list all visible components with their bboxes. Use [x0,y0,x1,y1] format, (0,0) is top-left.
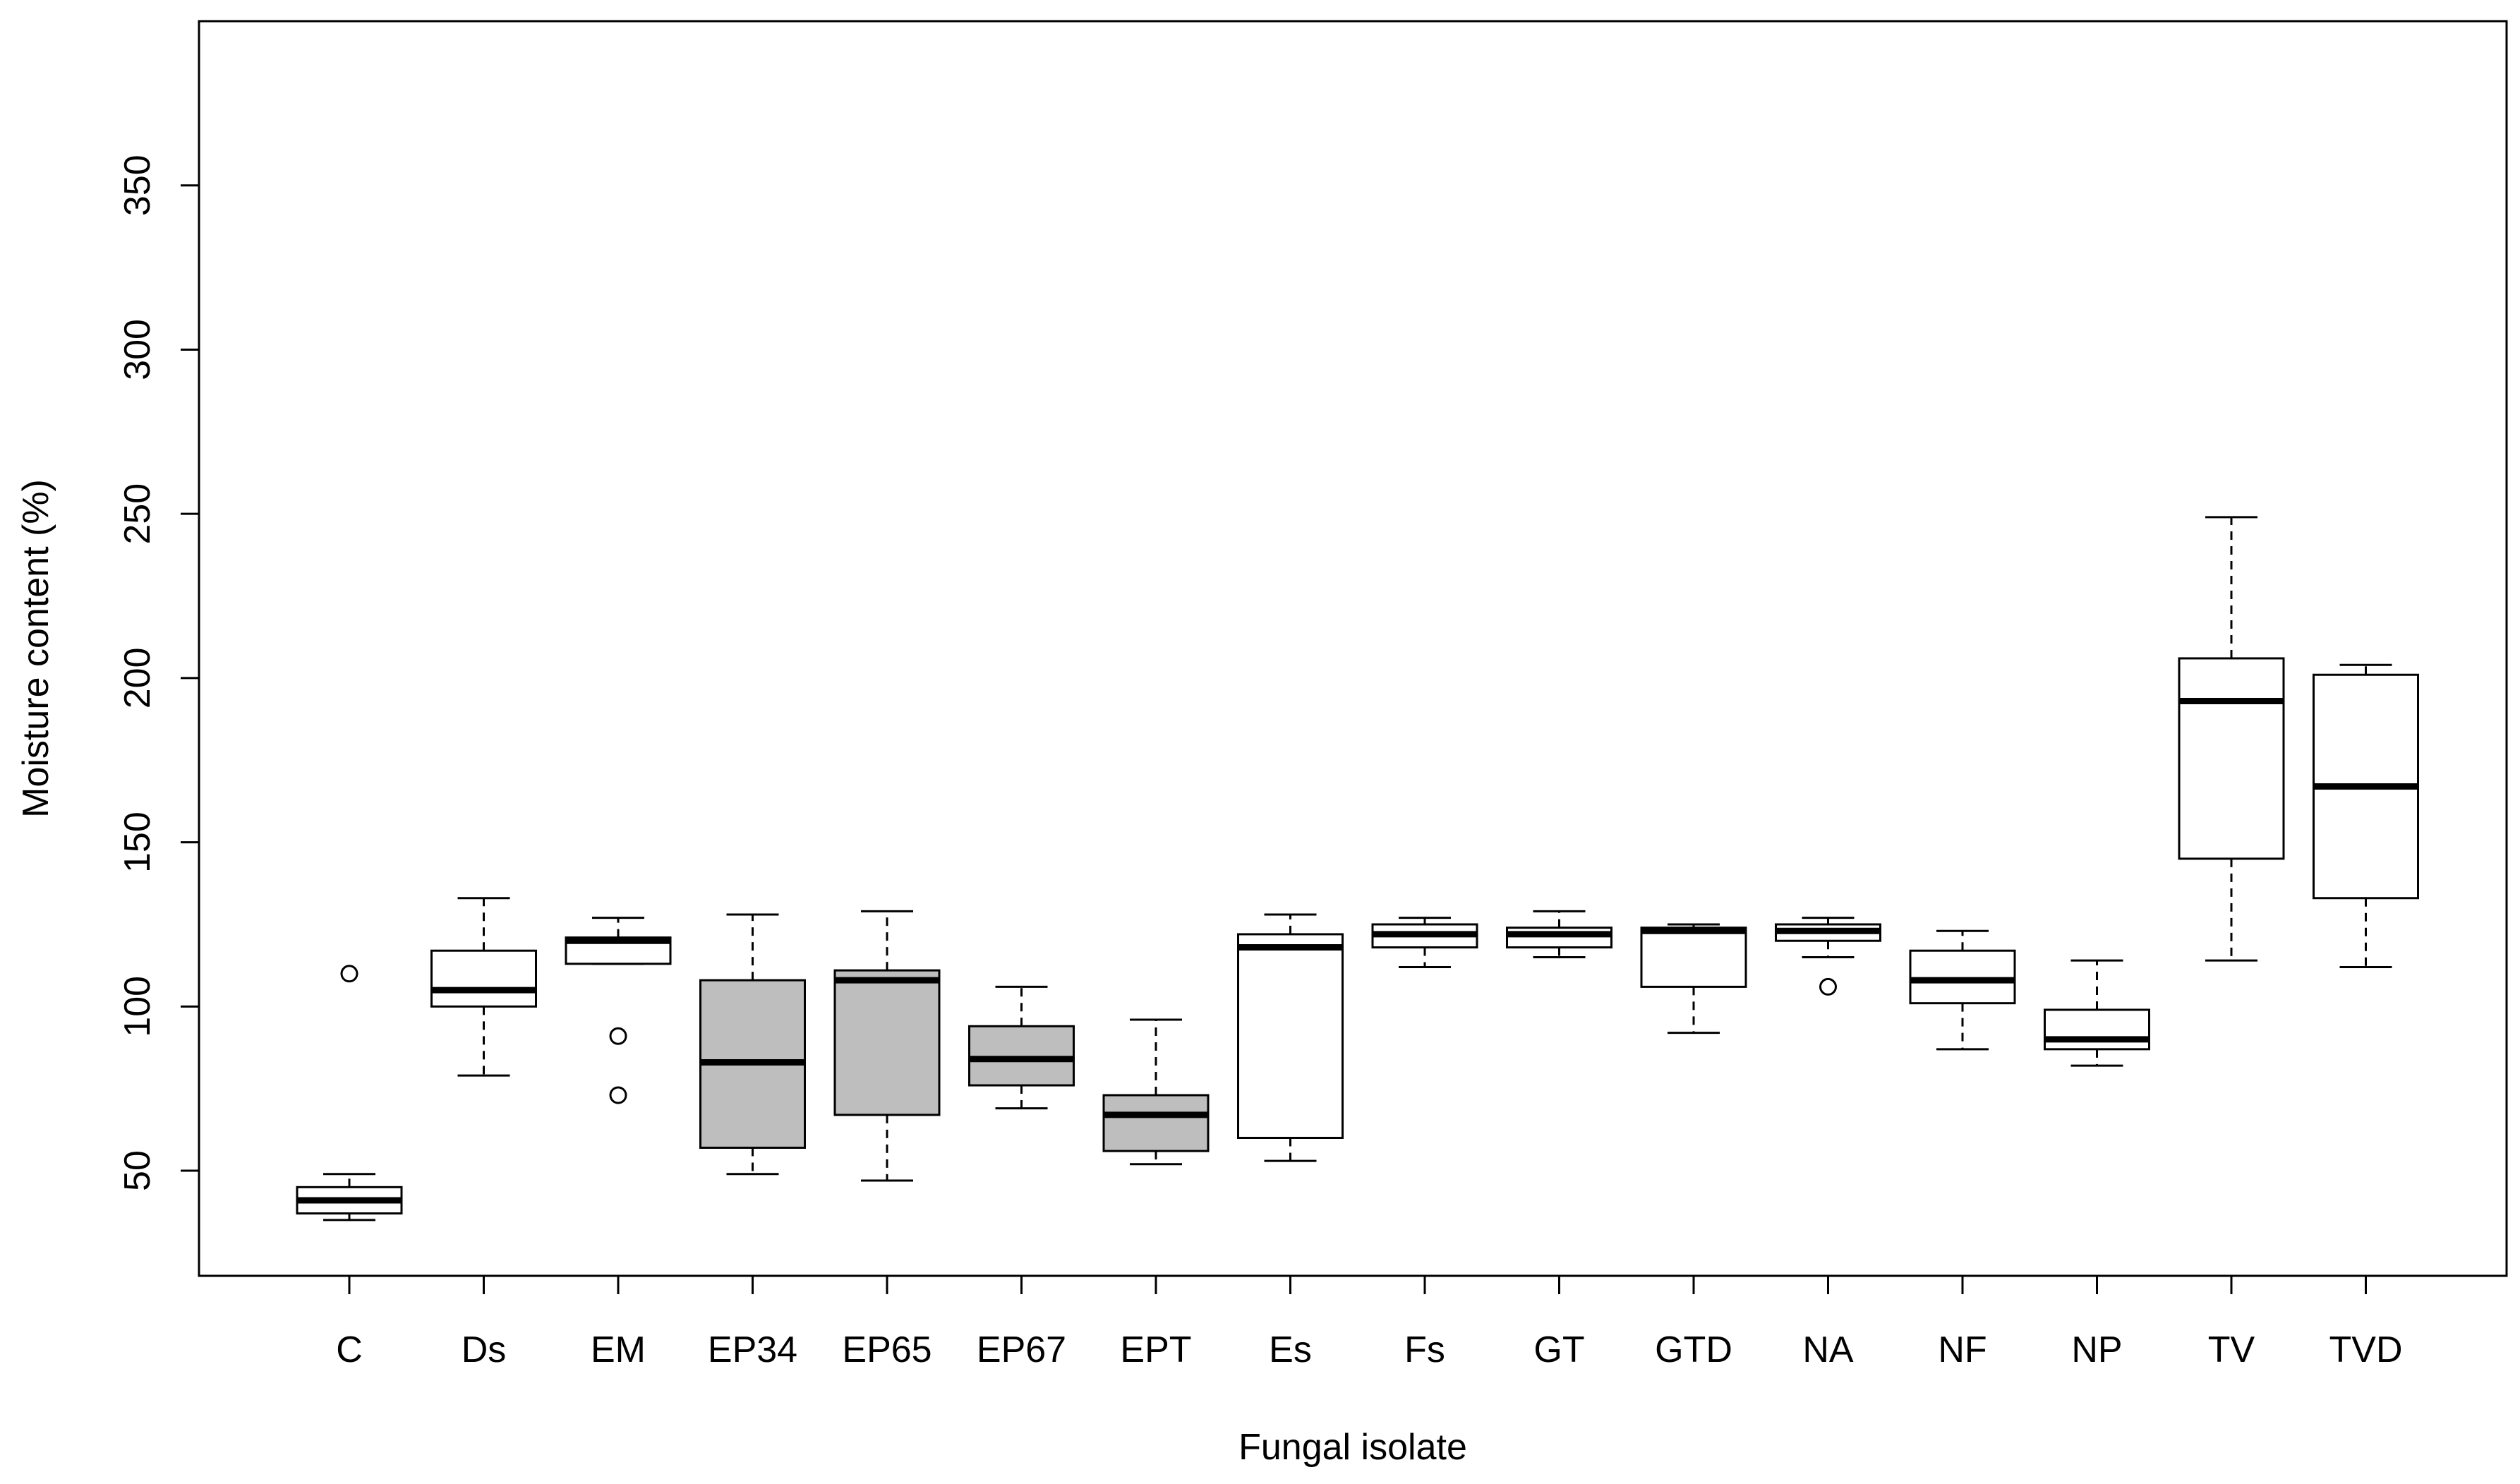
iqr-box [833,969,941,1116]
x-tick-label: NF [1938,1329,1987,1370]
iqr-box [1909,949,2016,1005]
x-tick-label: GT [1533,1329,1584,1370]
plot-frame [198,20,2508,1277]
x-tick-label: NA [1802,1329,1854,1370]
box-ep67 [968,985,1075,1110]
iqr-box [1640,927,1747,988]
box-na [1775,917,1881,996]
outlier-point [340,965,358,983]
y-tick-label: 300 [117,319,158,380]
y-tick-label: 50 [117,1150,158,1191]
iqr-box [2044,1008,2150,1051]
x-tick-label: EM [591,1329,646,1370]
outlier-point [609,1086,627,1104]
x-tick-label: TV [2208,1329,2255,1370]
y-axis: 50 100 150 200 250 300 350 [117,155,200,1191]
iqr-box [1237,933,1344,1140]
y-tick-label: 150 [117,812,158,873]
iqr-box [1102,1094,1210,1152]
x-tick-label: Fs [1404,1329,1445,1370]
box-tv [2178,516,2285,962]
box-np [2044,959,2150,1067]
x-tick-label: EP65 [842,1329,932,1370]
box-es [1237,913,1344,1162]
y-tick-label: 250 [117,483,158,545]
box-gt [1506,910,1612,959]
box-nf [1909,929,2016,1051]
x-tick-label: EP67 [977,1329,1066,1370]
x-tick-label: C [336,1329,363,1370]
y-tick-label: 200 [117,648,158,709]
box-em [565,917,672,1104]
x-tick-label: Es [1269,1329,1312,1370]
box-fs [1371,917,1478,968]
x-tick-label: EP34 [708,1329,797,1370]
x-tick-label: NP [2071,1329,2122,1370]
outlier-point [1819,977,1837,996]
x-tick-label: TVD [2329,1329,2403,1370]
y-tick-label: 100 [117,976,158,1037]
box-c [296,965,403,1221]
y-tick-label: 350 [117,155,158,216]
iqr-box [1506,927,1612,949]
outlier-point [609,1027,627,1045]
x-tick-label: Ds [462,1329,507,1370]
x-axis-title: Fungal isolate [1238,1427,1467,1468]
boxes-layer [296,516,2419,1221]
iqr-box [968,1025,1075,1087]
x-tick-label: GTD [1655,1329,1732,1370]
iqr-box [2178,657,2285,860]
box-ds [430,897,537,1077]
y-axis-title: Moisture content (%) [16,479,56,818]
x-tick-label: EPT [1120,1329,1191,1370]
box-ep34 [699,913,806,1176]
box-tvd [2313,663,2419,968]
x-axis: C Ds EM EP34 EP65 EP67 EPT Es Fs GT GTD NA NF NP TV TVD [336,1274,2403,1370]
box-gtd [1640,923,1747,1034]
box-ept [1102,1018,1210,1166]
box-ep65 [833,910,941,1182]
iqr-box [430,949,537,1008]
